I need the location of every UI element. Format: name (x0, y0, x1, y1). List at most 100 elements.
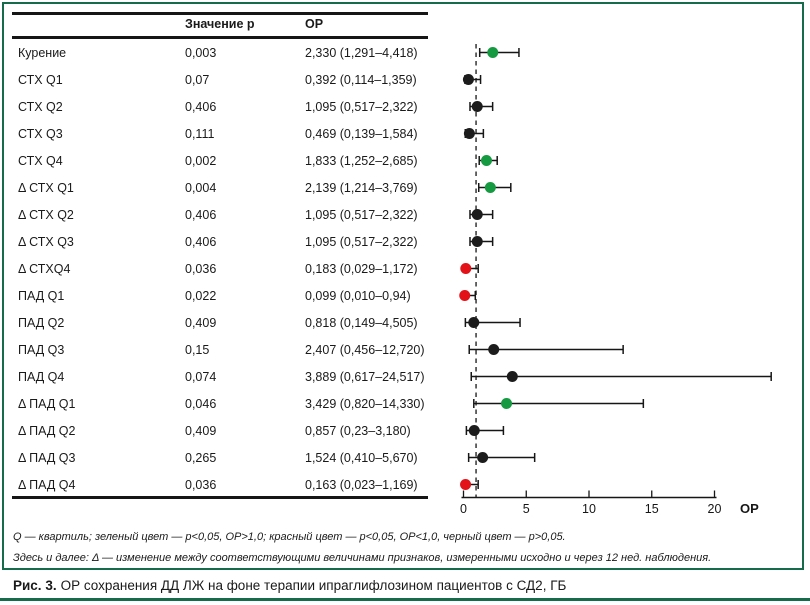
cell-ci: 2,139 (1,214–3,769) (305, 180, 418, 195)
cell-ci: 0,857 (0,23–3,180) (305, 423, 411, 438)
cell-label: Δ ПАД Q4 (18, 477, 76, 492)
or-dot (471, 236, 483, 247)
or-dot (463, 128, 475, 139)
cell-label: Δ ПАД Q3 (18, 450, 76, 465)
cell-label: Δ ПАД Q1 (18, 396, 76, 411)
table-row: Δ СТХ Q1 0,004 2,139 (1,214–3,769) (0, 174, 445, 201)
axis-tick-label: 5 (523, 502, 530, 516)
cell-label: Δ СТХ Q2 (18, 207, 74, 222)
cell-ci: 1,095 (0,517–2,322) (305, 234, 418, 249)
cell-label: Δ СТХQ4 (18, 261, 71, 276)
cell-p: 0,022 (185, 288, 217, 303)
or-dot (460, 263, 472, 274)
cell-ci: 1,833 (1,252–2,685) (305, 153, 418, 168)
figure-caption: Рис. 3. ОР сохранения ДД ЛЖ на фоне терап… (13, 578, 566, 593)
or-dot (484, 182, 496, 193)
cell-label: СТХ Q4 (18, 153, 63, 168)
cell-p: 0,003 (185, 45, 217, 60)
table-row: СТХ Q3 0,111 0,469 (0,139–1,584) (0, 120, 445, 147)
cell-ci: 1,095 (0,517–2,322) (305, 207, 418, 222)
cell-p: 0,004 (185, 180, 217, 195)
cell-p: 0,036 (185, 477, 217, 492)
column-header-p: Значение р (185, 17, 255, 31)
table-bottom-rule (12, 496, 428, 499)
or-dot (462, 74, 474, 85)
cell-ci: 0,099 (0,010–0,94) (305, 288, 411, 303)
cell-ci: 1,524 (0,410–5,670) (305, 450, 418, 465)
table-row: Δ СТХ Q2 0,406 1,095 (0,517–2,322) (0, 201, 445, 228)
cell-p: 0,074 (185, 369, 217, 384)
cell-ci: 0,183 (0,029–1,172) (305, 261, 418, 276)
table-row: ПАД Q2 0,409 0,818 (0,149–4,505) (0, 309, 445, 336)
or-dot (488, 344, 500, 355)
or-dot (468, 317, 480, 328)
cell-label: ПАД Q3 (18, 342, 65, 357)
cell-label: ПАД Q1 (18, 288, 65, 303)
cell-ci: 3,429 (0,820–14,330) (305, 396, 425, 411)
column-header-or: ОР (305, 17, 324, 31)
cell-ci: 0,392 (0,114–1,359) (305, 72, 417, 87)
table-row: СТХ Q2 0,406 1,095 (0,517–2,322) (0, 93, 445, 120)
cell-label: СТХ Q2 (18, 99, 63, 114)
table-row: ПАД Q4 0,074 3,889 (0,617–24,517) (0, 363, 445, 390)
or-dot (468, 425, 480, 436)
figure-frame (2, 2, 804, 570)
figure-number: Рис. 3. (13, 578, 57, 593)
table-row: Δ ПАД Q2 0,409 0,857 (0,23–3,180) (0, 417, 445, 444)
cell-label: ПАД Q4 (18, 369, 65, 384)
footnote-legend: Q — квартиль; зеленый цвет — p<0,05, ОР>… (13, 531, 566, 543)
cell-p: 0,046 (185, 396, 217, 411)
table-row: Δ ПАД Q3 0,265 1,524 (0,410–5,670) (0, 444, 445, 471)
table-row: СТХ Q1 0,07 0,392 (0,114–1,359) (0, 66, 445, 93)
cell-label: Δ ПАД Q2 (18, 423, 76, 438)
axis-tick-label: 10 (582, 502, 596, 516)
table-body: Курение 0,003 2,330 (1,291–4,418) СТХ Q1 0,0… (0, 39, 445, 498)
or-dot (471, 209, 483, 220)
footnote-delta: Здесь и далее: Δ — изменение между соотв… (13, 552, 712, 564)
or-dot (501, 398, 513, 409)
table-row: СТХ Q4 0,002 1,833 (1,252–2,685) (0, 147, 445, 174)
cell-ci: 2,330 (1,291–4,418) (305, 45, 418, 60)
or-dot (487, 47, 499, 58)
cell-ci: 0,469 (0,139–1,584) (305, 126, 418, 141)
table-row: ПАД Q3 0,15 2,407 (0,456–12,720) (0, 336, 445, 363)
or-dot (460, 479, 472, 490)
x-axis-label: ОР (740, 501, 759, 516)
cell-label: Курение (18, 45, 67, 60)
or-dot (506, 371, 518, 382)
cell-label: СТХ Q1 (18, 72, 63, 87)
cell-p: 0,409 (185, 315, 217, 330)
table-row: Δ ПАД Q1 0,046 3,429 (0,820–14,330) (0, 390, 445, 417)
cell-ci: 3,889 (0,617–24,517) (305, 369, 425, 384)
cell-ci: 2,407 (0,456–12,720) (305, 342, 425, 357)
cell-ci: 0,818 (0,149–4,505) (305, 315, 418, 330)
table-row: ПАД Q1 0,022 0,099 (0,010–0,94) (0, 282, 445, 309)
cell-p: 0,406 (185, 99, 217, 114)
table-top-rule (12, 12, 428, 15)
cell-label: Δ СТХ Q3 (18, 234, 74, 249)
cell-p: 0,15 (185, 342, 210, 357)
axis-tick-label: 20 (708, 502, 722, 516)
or-dot (481, 155, 493, 166)
cell-p: 0,002 (185, 153, 217, 168)
cell-p: 0,406 (185, 234, 217, 249)
cell-p: 0,036 (185, 261, 217, 276)
or-dot (477, 452, 489, 463)
cell-p: 0,265 (185, 450, 217, 465)
cell-ci: 1,095 (0,517–2,322) (305, 99, 418, 114)
table-header-rule (12, 36, 428, 39)
cell-label: СТХ Q3 (18, 126, 63, 141)
or-dot (471, 101, 483, 112)
axis-tick-label: 0 (460, 502, 467, 516)
cell-p: 0,111 (185, 126, 215, 141)
cell-p: 0,406 (185, 207, 217, 222)
caption-text: ОР сохранения ДД ЛЖ на фоне терапии ипра… (60, 578, 567, 593)
axis-tick-label: 15 (645, 502, 659, 516)
or-dot (459, 290, 471, 301)
table-row: Δ СТХ Q3 0,406 1,095 (0,517–2,322) (0, 228, 445, 255)
cell-ci: 0,163 (0,023–1,169) (305, 477, 418, 492)
table-row: Δ ПАД Q4 0,036 0,163 (0,023–1,169) (0, 471, 445, 498)
cell-p: 0,409 (185, 423, 217, 438)
